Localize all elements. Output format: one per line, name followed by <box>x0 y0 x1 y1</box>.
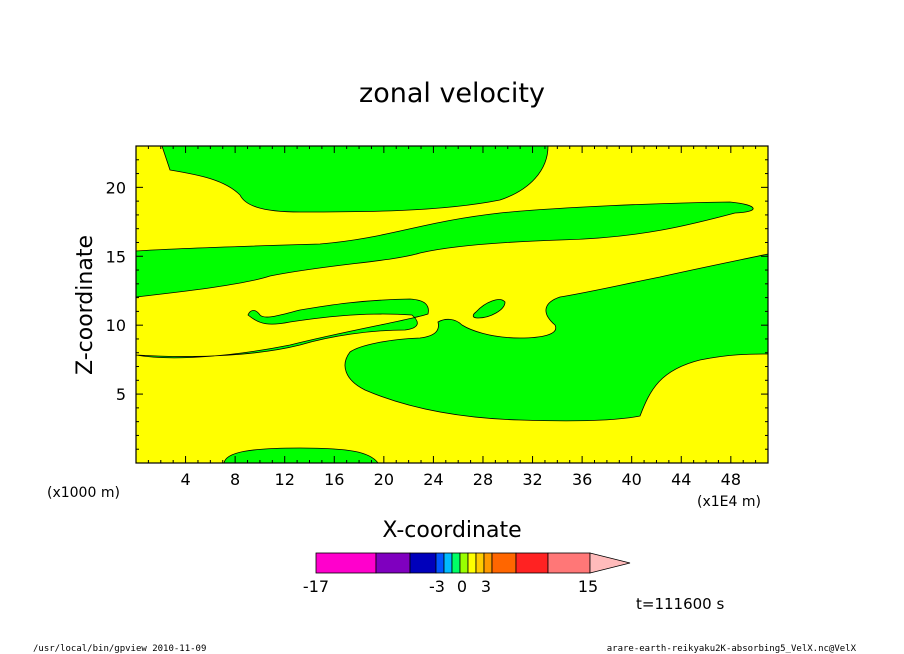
x-tick-label: 20 <box>374 470 394 489</box>
plot-frame <box>135 145 769 464</box>
x-unit-right-label: (x1E4 m) <box>697 494 761 510</box>
x-tick-label: 8 <box>230 470 240 489</box>
y-tick-label: 15 <box>106 247 126 266</box>
colorbar-segment <box>475 552 485 574</box>
colorbar-segment <box>483 552 493 574</box>
colorbar-tick-label: -17 <box>303 577 329 596</box>
x-unit-left-label: (x1000 m) <box>47 485 120 501</box>
colorbar-extension-arrow <box>589 552 631 574</box>
colorbar-tick-label: -3 <box>429 577 445 596</box>
x-tick-label: 4 <box>180 470 190 489</box>
colorbar-segment <box>547 552 591 574</box>
colorbar-segment <box>375 552 411 574</box>
x-tick-label: 44 <box>671 470 691 489</box>
negative-regions <box>135 145 769 464</box>
central-green-region <box>135 297 429 359</box>
x-tick-label: 40 <box>622 470 642 489</box>
footer-left: /usr/local/bin/gpview 2010-11-09 <box>33 644 206 654</box>
y-axis-ticks: 5 10 15 20 <box>106 159 768 450</box>
footer-right: arare-earth-reikyaku2K-absorbing5_VelX.n… <box>607 644 857 654</box>
colorbar-segment <box>459 552 469 574</box>
middle-green-band <box>135 201 754 298</box>
x-tick-label: 48 <box>721 470 741 489</box>
x-axis-ticks: 4 8 12 16 20 24 28 32 36 40 44 48 <box>147 146 757 489</box>
y-tick-label: 20 <box>106 178 126 197</box>
x-tick-label: 16 <box>324 470 344 489</box>
small-green-island <box>472 299 506 319</box>
colorbar-segment <box>443 552 453 574</box>
colorbar-segment <box>491 552 517 574</box>
chart-title: zonal velocity <box>359 78 545 109</box>
colorbar-tick-label: 0 <box>457 577 467 596</box>
y-tick-label: 10 <box>106 316 126 335</box>
y-axis-label: Z-coordinate <box>73 235 98 375</box>
time-label: t=111600 s <box>636 595 724 613</box>
colorbar-tick-label: 15 <box>578 577 598 596</box>
x-tick-label: 32 <box>522 470 542 489</box>
colorbar-segment <box>409 552 437 574</box>
top-green-region <box>161 145 549 213</box>
colorbar: -17 -3 0 3 15 <box>303 552 631 596</box>
x-tick-label: 24 <box>423 470 443 489</box>
x-tick-label: 36 <box>572 470 592 489</box>
colorbar-tick-label: 3 <box>481 577 491 596</box>
x-axis-label: X-coordinate <box>382 518 521 543</box>
bottom-green-region <box>223 447 379 464</box>
y-tick-label: 5 <box>116 385 126 404</box>
colorbar-segment <box>315 552 377 574</box>
colorbar-segment <box>435 552 445 574</box>
colorbar-segment <box>451 552 461 574</box>
x-tick-label: 28 <box>473 470 493 489</box>
colorbar-segment <box>467 552 477 574</box>
x-tick-label: 12 <box>275 470 295 489</box>
lower-green-region <box>344 253 769 422</box>
colorbar-segment <box>515 552 549 574</box>
